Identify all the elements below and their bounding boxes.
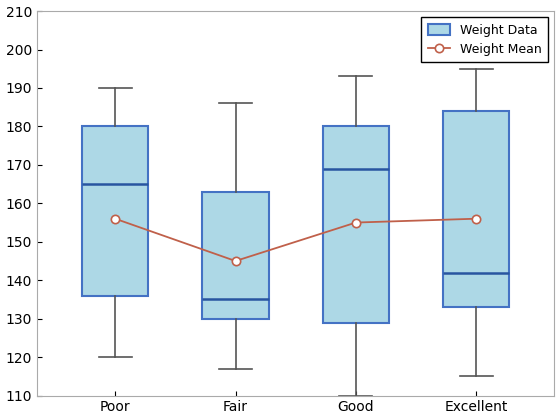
Legend: Weight Data, Weight Mean: Weight Data, Weight Mean (422, 17, 548, 62)
PathPatch shape (443, 111, 509, 307)
PathPatch shape (202, 192, 269, 319)
PathPatch shape (323, 126, 389, 323)
PathPatch shape (82, 126, 148, 296)
